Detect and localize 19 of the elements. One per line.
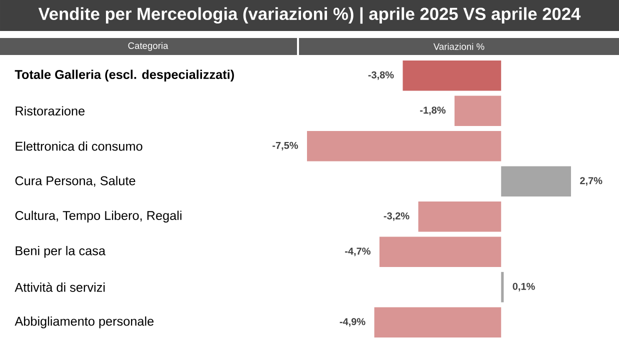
x-axis-title: Variazioni % bbox=[433, 43, 484, 50]
y-tick-label: Cura Persona, Salute bbox=[15, 176, 136, 187]
data-label: -1,8% bbox=[420, 106, 446, 116]
y-tick-label: Cultura, Tempo Libero, Regali bbox=[15, 210, 182, 223]
y-tick-label: Totale Galleria (escl. despecializzati) bbox=[14, 70, 234, 82]
y-axis-title: Categoria bbox=[128, 42, 168, 51]
y-tick-label: Ristorazione bbox=[16, 106, 85, 116]
y-tick-label: Elettronica di consumo bbox=[16, 141, 142, 151]
y-tick-label: Attività di servizi bbox=[14, 282, 105, 292]
y-tick-label: Beni per la casa bbox=[16, 246, 106, 258]
data-label: 0,1% bbox=[512, 282, 535, 292]
data-label: -3,8% bbox=[368, 71, 394, 80]
data-label: -3,2% bbox=[384, 212, 410, 221]
data-label: -4,7% bbox=[345, 248, 370, 256]
data-label: 2,7% bbox=[580, 177, 602, 186]
chart-title: Vendite per Merceologia (variazioni %) | aprile 2025 VS aprile 2024 bbox=[38, 7, 581, 24]
data-label: -4,9% bbox=[340, 318, 366, 327]
data-label: -7,5% bbox=[272, 142, 298, 150]
y-tick-label: Abbigliamento personale bbox=[14, 316, 154, 328]
